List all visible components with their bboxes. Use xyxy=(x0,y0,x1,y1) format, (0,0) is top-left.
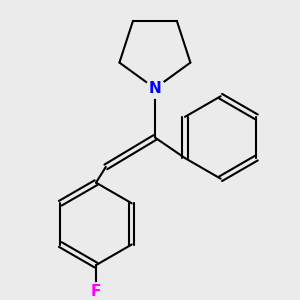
Text: F: F xyxy=(91,284,101,299)
Text: N: N xyxy=(148,81,161,96)
